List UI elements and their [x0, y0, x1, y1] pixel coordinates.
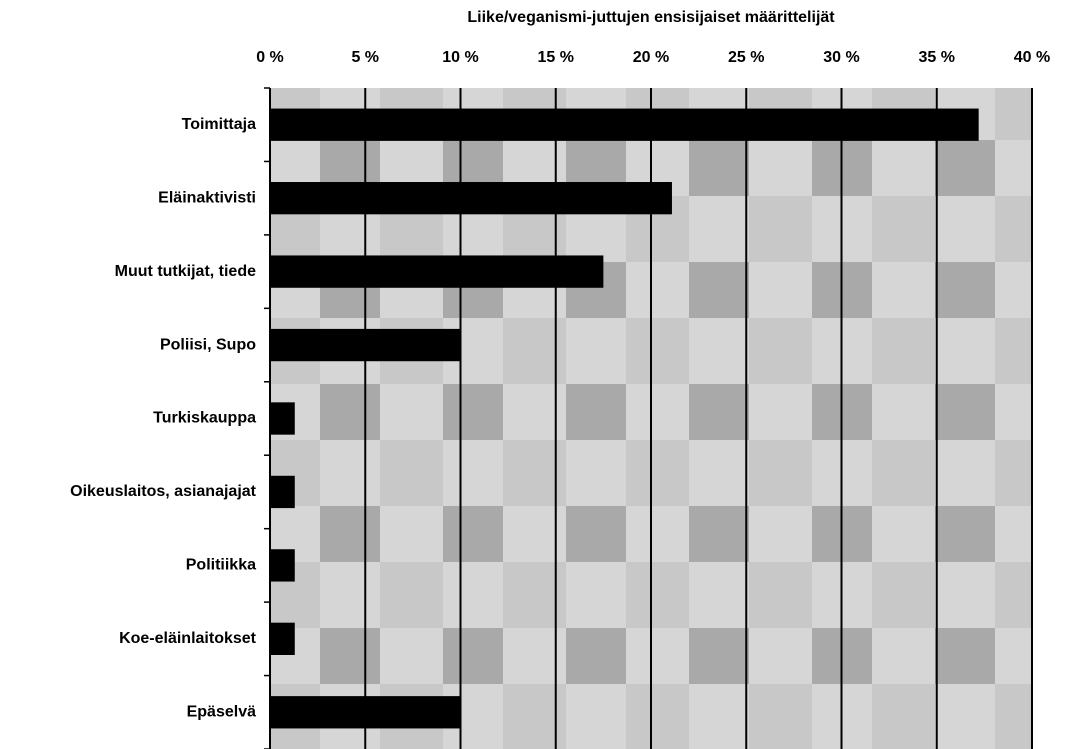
bar — [270, 328, 461, 362]
x-tick-label: 25 % — [728, 49, 764, 66]
x-tick-label: 15 % — [538, 49, 574, 66]
y-tick-label: Toimittaja — [182, 116, 256, 133]
y-tick-label: Koe-eläinlaitokset — [119, 630, 257, 647]
bar — [270, 622, 295, 655]
x-tick-label: 0 % — [256, 49, 284, 66]
y-tick-label: Turkiskauppa — [153, 410, 256, 427]
bar — [270, 402, 295, 435]
y-tick-label: Eläinaktivisti — [158, 189, 256, 206]
x-tick-label: 35 % — [919, 49, 955, 66]
bar — [270, 475, 295, 509]
x-tick-label: 5 % — [351, 49, 379, 66]
x-tick-label: 30 % — [823, 49, 859, 66]
x-tick-label: 40 % — [1014, 49, 1050, 66]
y-tick-label: Epäselvä — [187, 703, 256, 720]
y-tick-label: Poliisi, Supo — [160, 336, 256, 353]
y-tick-label: Muut tutkijat, tiede — [115, 263, 256, 280]
bar — [270, 696, 461, 729]
bar — [270, 549, 295, 582]
x-tick-label: 20 % — [633, 49, 669, 66]
x-tick-label: 10 % — [442, 49, 478, 66]
y-tick-label: Oikeuslaitos, asianajajat — [70, 483, 257, 500]
chart-title: Liike/veganismi-juttujen ensisijaiset mä… — [467, 9, 835, 26]
y-tick-label: Politiikka — [186, 557, 256, 574]
bar — [270, 255, 604, 288]
bar — [270, 182, 672, 215]
bar — [270, 108, 979, 141]
